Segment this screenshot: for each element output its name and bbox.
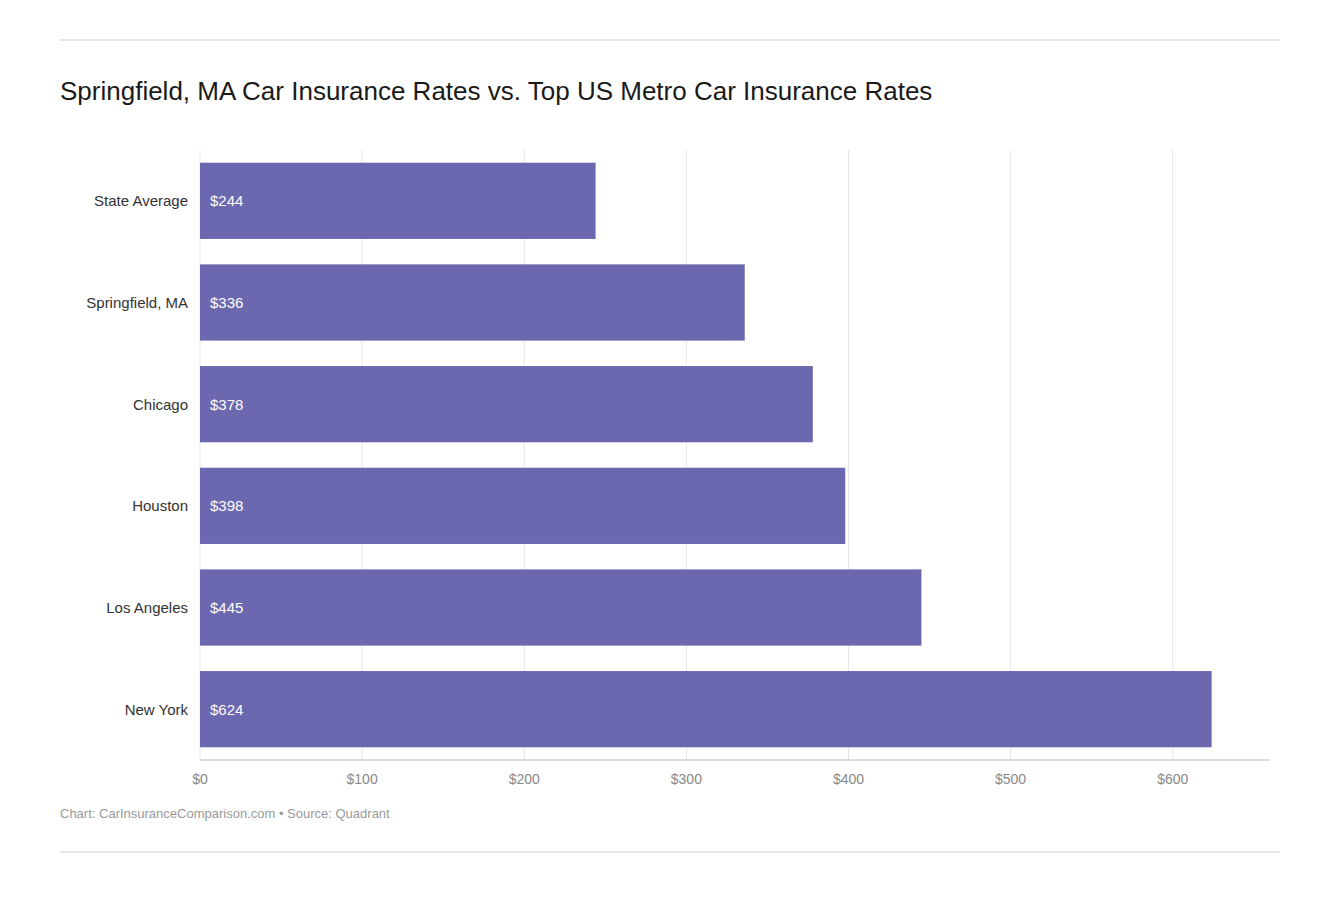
x-tick-label: $100 bbox=[347, 771, 378, 787]
grid-line bbox=[686, 150, 687, 760]
chart-container: Springfield, MA Car Insurance Rates vs. … bbox=[0, 0, 1320, 902]
bottom-rule bbox=[60, 851, 1280, 853]
category-label: Los Angeles bbox=[106, 599, 188, 616]
chart-svg: Springfield, MA Car Insurance Rates vs. … bbox=[0, 0, 1320, 902]
data-label: $398 bbox=[210, 497, 243, 514]
x-axis: $0 $100 $200 $300 $400 $500 $600 bbox=[192, 760, 1270, 787]
caption: Chart: CarInsuranceComparison.com • Sour… bbox=[60, 806, 390, 821]
data-label: $624 bbox=[210, 701, 243, 718]
y-axis: State Average Springfield, MA Chicago Houst… bbox=[86, 192, 188, 717]
x-tick-label: $400 bbox=[833, 771, 864, 787]
data-label: $336 bbox=[210, 294, 243, 311]
data-label: $445 bbox=[210, 599, 243, 616]
grid-line bbox=[362, 150, 363, 760]
bar bbox=[200, 264, 745, 340]
category-label: State Average bbox=[94, 192, 188, 209]
bar bbox=[200, 671, 1212, 747]
grid-line bbox=[848, 150, 849, 760]
bar bbox=[200, 468, 845, 544]
grid-line bbox=[200, 150, 201, 760]
top-rule bbox=[60, 39, 1280, 41]
category-label: Springfield, MA bbox=[86, 294, 188, 311]
x-tick-label: $300 bbox=[671, 771, 702, 787]
category-label: Houston bbox=[132, 497, 188, 514]
data-label: $378 bbox=[210, 396, 243, 413]
x-axis-line bbox=[200, 760, 1270, 761]
bars bbox=[200, 163, 1212, 748]
category-label: Chicago bbox=[133, 396, 188, 413]
x-tick-label: $500 bbox=[995, 771, 1026, 787]
grid-line bbox=[1010, 150, 1011, 760]
grid-line bbox=[524, 150, 525, 760]
x-tick-label: $200 bbox=[509, 771, 540, 787]
grid-line bbox=[1172, 150, 1173, 760]
bar bbox=[200, 163, 596, 239]
category-label: New York bbox=[125, 701, 189, 718]
labels: $244 $336 $378 $398 $445 $624 bbox=[210, 192, 243, 717]
title: Springfield, MA Car Insurance Rates vs. … bbox=[60, 76, 932, 106]
bar bbox=[200, 569, 921, 645]
grid bbox=[200, 150, 1173, 760]
x-tick-label: $0 bbox=[192, 771, 208, 787]
bar bbox=[200, 366, 813, 442]
data-label: $244 bbox=[210, 192, 243, 209]
x-tick-label: $600 bbox=[1157, 771, 1188, 787]
